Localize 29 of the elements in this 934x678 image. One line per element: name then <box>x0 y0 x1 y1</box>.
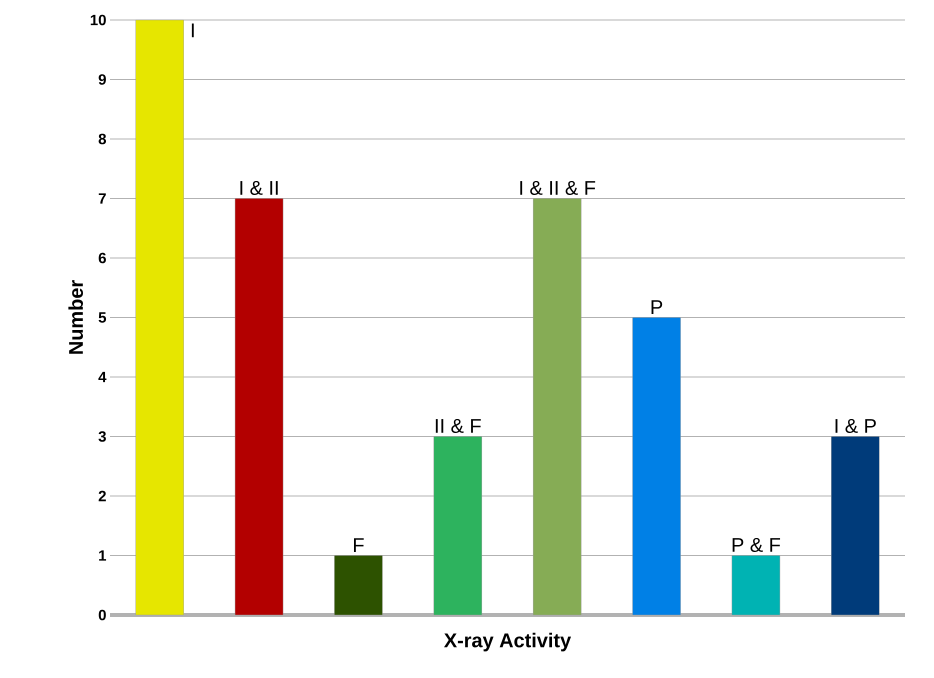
x-tick-label: P <box>652 300 662 314</box>
bar <box>135 20 184 616</box>
x-tick-label: P & F <box>732 538 780 552</box>
y-tick-label: 9 <box>98 74 106 85</box>
x-tick-label: F <box>354 538 364 552</box>
y-tick-label: 4 <box>98 372 106 382</box>
bar <box>732 555 780 616</box>
bar <box>334 555 383 616</box>
x-tick-label: I <box>192 24 194 38</box>
x-axis-title: X-ray Activity <box>444 632 572 652</box>
y-tick-label: 8 <box>98 134 106 144</box>
y-tick-label: 10 <box>90 14 106 26</box>
y-tick-label: 7 <box>98 193 106 204</box>
bar <box>234 198 284 616</box>
bar <box>831 436 880 616</box>
y-tick-label: 2 <box>98 490 106 502</box>
bar <box>434 436 482 616</box>
x-tick-label: II & F <box>436 419 481 433</box>
x-tick-label: I & II <box>240 181 278 195</box>
y-tick-label: 0 <box>98 610 106 620</box>
bar <box>632 317 681 616</box>
y-tick-label: 1 <box>99 550 106 561</box>
y-tick-label: 3 <box>98 431 106 442</box>
y-tick-label: 5 <box>98 312 106 323</box>
y-tick-label: 6 <box>98 252 106 264</box>
bar <box>532 198 582 616</box>
y-axis-title: Number <box>68 280 84 354</box>
x-tick-label: I & II & F <box>520 181 596 195</box>
x-tick-label: I & P <box>836 419 876 433</box>
